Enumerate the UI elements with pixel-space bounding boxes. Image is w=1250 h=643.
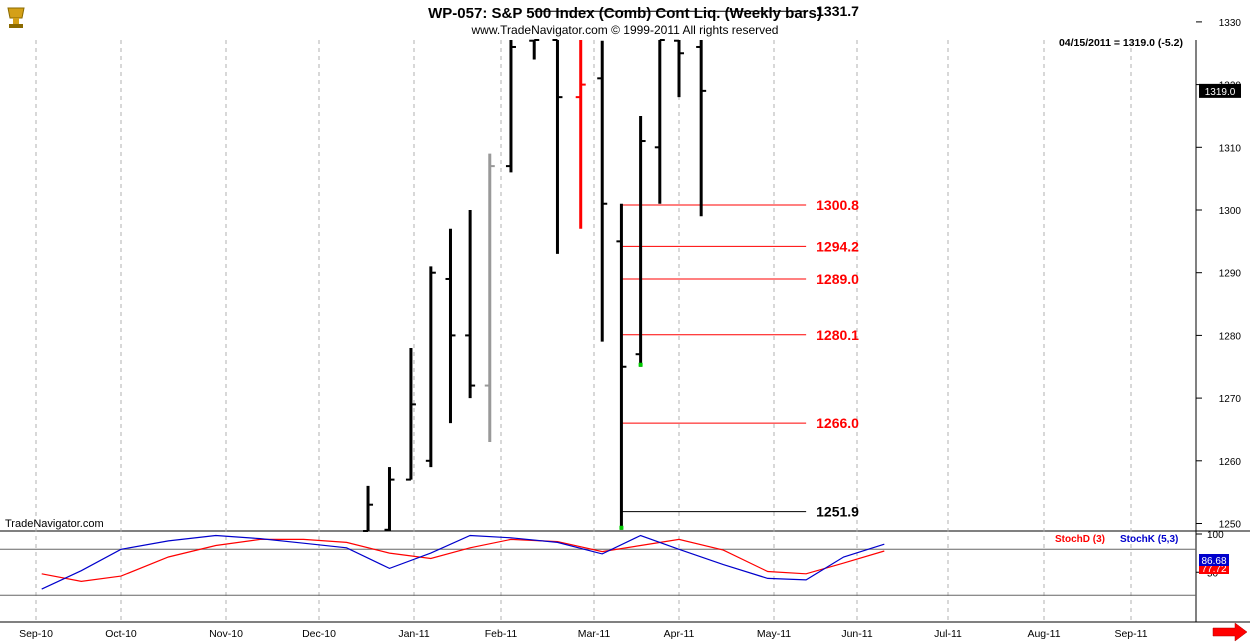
month-label: Jun-11 [841, 628, 872, 640]
price-tick-label: 1300 [1219, 206, 1242, 217]
price-tick-label: 1250 [1219, 520, 1242, 531]
scroll-right-button[interactable] [1212, 622, 1248, 642]
price-tick-label: 1290 [1219, 269, 1242, 280]
level-label: 1331.7 [816, 3, 859, 19]
price-tick-label: 1270 [1219, 394, 1242, 405]
price-tick-label: 1280 [1219, 331, 1242, 342]
level-label: 1266.0 [816, 415, 859, 431]
price-tick-label: 1310 [1219, 143, 1242, 154]
vertical-gridlines [35, 40, 1132, 622]
price-levels: 1360.11353.81340.61331.71300.81294.21289… [534, 3, 859, 520]
month-label: Dec-10 [302, 628, 336, 640]
level-label: 1300.8 [816, 197, 859, 213]
red-arrow-right-icon[interactable] [1212, 622, 1248, 642]
month-label: Aug-11 [1027, 628, 1060, 640]
stoch-series-line [41, 538, 885, 583]
ohlc-bars [363, 39, 707, 532]
logo-trophy-icon [7, 7, 25, 28]
watermark-text: TradeNavigator.com [5, 518, 104, 530]
price-axis: 1250126012701280129013001310132013301340… [1196, 18, 1242, 531]
osc-tick-label: 100 [1207, 530, 1224, 541]
current-price-marker: 1319.0 [1199, 83, 1241, 98]
price-tick-label: 1330 [1219, 18, 1242, 29]
low-marker [619, 525, 624, 530]
month-label: Sep-11 [1114, 628, 1147, 640]
series-value-label: 77.72 [1201, 564, 1226, 575]
month-label: Jan-11 [398, 628, 429, 640]
month-label: Apr-11 [664, 628, 695, 640]
current-price-label: 1319.0 [1205, 87, 1236, 98]
month-label: May-11 [757, 628, 791, 640]
month-label: Oct-10 [105, 628, 137, 640]
month-label: Mar-11 [578, 628, 611, 640]
month-label: Jul-11 [934, 628, 962, 640]
trophy-icon [7, 7, 25, 19]
trophy-base [9, 24, 23, 28]
month-label: Feb-11 [485, 628, 518, 640]
time-axis: Sep-10 Oct-10 Nov-10 Dec-10 Jan-11 Feb-11 Mar-… [19, 628, 1148, 640]
chart-subtitle: www.TradeNavigator.com © 1999-2011 All r… [471, 23, 779, 37]
trophy-stem [13, 18, 19, 24]
month-label: Sep-10 [19, 628, 53, 640]
stoch-series-line [41, 534, 885, 590]
low-marker [638, 362, 643, 367]
series-value-label: 86.68 [1201, 556, 1226, 567]
last-price-readout: 04/15/2011 = 1319.0 (-5.2) [1059, 37, 1183, 49]
legend-entry: StochD (3) [1055, 534, 1105, 545]
series-value-box [1199, 554, 1229, 566]
level-label: 1294.2 [816, 238, 859, 254]
level-label: 1289.0 [816, 271, 859, 287]
legend-entry: StochK (5,3) [1120, 534, 1178, 545]
chart-title: WP-057: S&P 500 Index (Comb) Cont Liq. (… [428, 5, 822, 22]
month-label: Nov-10 [209, 628, 243, 640]
price-tick-label: 1260 [1219, 457, 1242, 468]
current-price-box [1199, 83, 1241, 98]
level-label: 1280.1 [816, 327, 859, 343]
level-label: 1251.9 [816, 504, 859, 520]
